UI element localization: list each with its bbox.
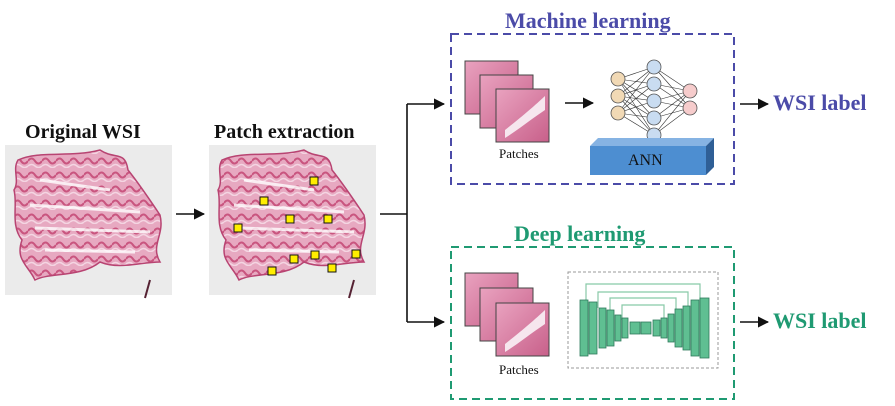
- patch-marker: [233, 223, 243, 233]
- unet-diagram: [567, 271, 719, 369]
- ml-wsi-label: WSI label: [773, 90, 867, 115]
- patch-marker: [289, 254, 299, 264]
- patch-marker: [259, 196, 269, 206]
- patch-marker: [323, 214, 333, 224]
- original-wsi-title: Original WSI: [25, 121, 141, 143]
- patch-extraction-title: Patch extraction: [214, 121, 355, 143]
- ml-patches-stack: [464, 60, 550, 143]
- dl-patches-stack: [464, 272, 550, 357]
- dl-patches-label: Patches: [499, 362, 539, 377]
- ann-network: [610, 59, 698, 143]
- original-wsi-image: [5, 145, 172, 299]
- deep-learning-title: Deep learning: [514, 221, 646, 246]
- ann-block: [590, 138, 714, 175]
- dl-wsi-label: WSI label: [773, 308, 867, 333]
- patch-marker: [310, 250, 320, 260]
- patch-marker: [351, 249, 361, 259]
- machine-learning-title: Machine learning: [505, 8, 671, 33]
- deep-learning-box: [450, 246, 735, 400]
- patch-marker: [267, 266, 277, 276]
- ann-label: ANN: [628, 152, 663, 169]
- patch-extraction-image: [209, 145, 376, 299]
- machine-learning-box: [450, 33, 735, 185]
- patch-marker: [309, 176, 319, 186]
- patch-marker: [285, 214, 295, 224]
- ml-patches-label: Patches: [499, 146, 539, 161]
- branch-arrows: [380, 98, 446, 328]
- patch-marker: [327, 263, 337, 273]
